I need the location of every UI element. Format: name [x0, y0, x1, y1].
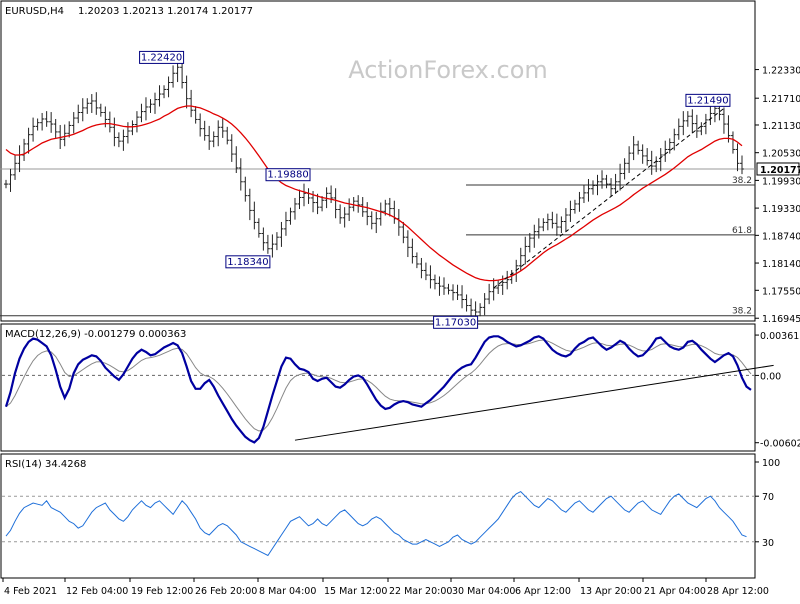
- rsi-ytick-label: 70: [762, 492, 774, 503]
- price-annotation-box: [225, 255, 271, 269]
- price-annotation-label: 1.18340: [227, 257, 268, 268]
- x-axis-label: 13 Apr 20:00: [580, 586, 642, 597]
- fib-level-label: 38.2: [732, 307, 752, 317]
- price-ytick-label: 1.18740: [762, 231, 800, 242]
- watermark: ActionForex.com: [348, 56, 548, 84]
- macd-ytick-label: 0.003615: [760, 331, 800, 342]
- price-annotation-box: [685, 93, 731, 107]
- macd-trendline: [294, 364, 774, 441]
- fib-level-label: 38.2: [732, 176, 752, 186]
- price-ytick-label: 1.18140: [762, 259, 800, 270]
- x-axis-label: 15 Mar 12:00: [324, 586, 387, 597]
- price-annotation-box: [433, 315, 479, 329]
- macd-line: [4, 335, 752, 444]
- price-annotation-box: [139, 50, 185, 64]
- price-ytick-label: 1.22330: [762, 66, 800, 77]
- current-price-box: [756, 162, 800, 176]
- rsi-ytick-label: 100: [762, 458, 780, 469]
- macd-ytick-label: -0.006026: [760, 439, 800, 450]
- x-axis-label: 28 Apr 12:00: [707, 586, 769, 597]
- rsi-title: RSI(14) 34.4268: [5, 459, 86, 470]
- macd-ytick-label: 0.00: [760, 371, 781, 382]
- x-axis-label: 26 Feb 20:00: [195, 586, 257, 597]
- price-ytick-label: 1.19330: [762, 204, 800, 215]
- price-annotation-label: 1.17030: [435, 317, 476, 328]
- price-ytick-label: 1.17550: [762, 286, 800, 297]
- price-annotation-label: 1.21490: [687, 95, 728, 106]
- x-axis-label: 6 Apr 12:00: [515, 586, 571, 597]
- price-annotation-box: [265, 168, 311, 182]
- x-axis-label: 12 Feb 04:00: [66, 586, 128, 597]
- price-ytick-label: 1.21130: [762, 121, 800, 132]
- x-axis-label: 22 Mar 20:00: [389, 586, 452, 597]
- moving-average-line: [5, 105, 743, 282]
- price-ytick-label: 1.19930: [762, 176, 800, 187]
- macd-title: MACD(12,26,9) -0.001279 0.000363: [5, 329, 186, 340]
- price-panel-frame: [0, 0, 756, 322]
- symbol-label: EURUSD,H4: [5, 6, 64, 17]
- current-price-label: 1.20177: [760, 165, 800, 176]
- ohlc-label: 1.20203 1.20213 1.20174 1.20177: [78, 6, 253, 17]
- x-axis-label: 19 Feb 12:00: [131, 586, 193, 597]
- macd-panel-frame: [0, 323, 756, 452]
- x-axis-label: 4 Feb 2021: [4, 586, 57, 597]
- x-axis-label: 8 Mar 04:00: [259, 586, 316, 597]
- price-ytick-label: 1.20530: [762, 149, 800, 160]
- price-ytick-label: 1.16945: [762, 314, 800, 325]
- price-annotation-label: 1.19880: [267, 170, 308, 181]
- rsi-ytick-label: 30: [762, 538, 774, 549]
- rsi-panel-frame: [0, 453, 756, 579]
- fib-level-label: 61.8: [732, 226, 752, 236]
- rsi-line: [5, 490, 747, 557]
- x-axis-label: 21 Apr 04:00: [644, 586, 706, 597]
- x-axis-label: 30 Mar 04:00: [452, 586, 515, 597]
- price-annotation-label: 1.22420: [141, 52, 182, 63]
- price-ytick-label: 1.21710: [762, 94, 800, 105]
